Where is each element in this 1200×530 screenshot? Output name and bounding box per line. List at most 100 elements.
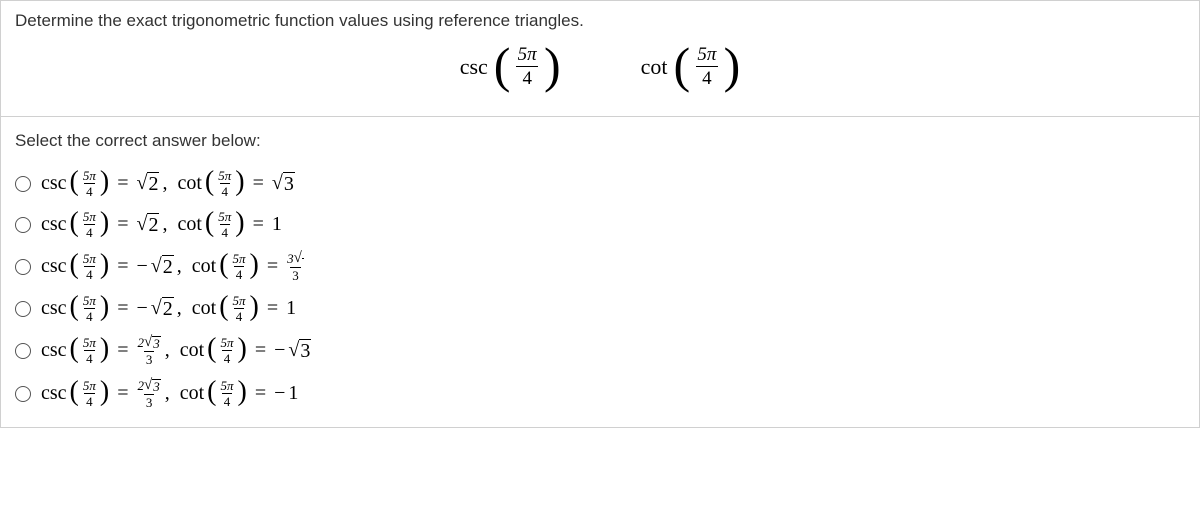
sqrt-icon: √ 2 [151, 255, 174, 279]
radio-button[interactable] [15, 217, 31, 233]
arg-num: 5π [82, 252, 97, 266]
page-root: Determine the exact trigonometric functi… [0, 0, 1200, 530]
csc-numerator: 5π [518, 45, 537, 66]
arg-den: 4 [84, 224, 95, 239]
arg-fraction: 5π 4 [82, 336, 97, 365]
open-paren-icon: ( [219, 255, 228, 275]
choice-math: csc ( 5π 4 ) = − √ 2 , cot ( 5π 4 ) = 3 … [41, 251, 305, 282]
value-fraction: 3 √ 3 [286, 251, 305, 282]
arg-fraction: 5π 4 [82, 252, 97, 281]
arg-den: 4 [234, 308, 245, 323]
radio-button[interactable] [15, 301, 31, 317]
close-paren-icon: ) [238, 339, 247, 359]
choice-math: csc ( 5π 4 ) = √ 2 , cot ( 5π 4 ) = √ 3 [41, 169, 295, 198]
open-paren-icon: ( [205, 213, 214, 233]
question-prompt: Determine the exact trigonometric functi… [15, 11, 1185, 31]
radio-button[interactable] [15, 176, 31, 192]
open-paren-icon: ( [673, 45, 690, 85]
open-paren-icon: ( [70, 382, 79, 402]
arg-num: 5π [232, 294, 247, 308]
big-functions-row: csc ( 5π 4 ) cot ( 5π 4 ) [15, 45, 1185, 88]
open-paren-icon: ( [219, 297, 228, 317]
arg-den: 4 [84, 266, 95, 281]
close-paren-icon: ) [250, 255, 259, 275]
close-paren-icon: ) [100, 382, 109, 402]
choice-row[interactable]: csc ( 5π 4 ) = 2 √ 3 3 , cot ( 5π 4 ) = … [15, 378, 1185, 409]
answers-box: Select the correct answer below: csc ( 5… [0, 117, 1200, 428]
arg-den: 4 [220, 183, 231, 198]
sqrt-icon: √ 3 [144, 335, 161, 350]
sqrt-icon: √ 3 [272, 172, 295, 196]
cot-numerator: 5π [697, 45, 716, 66]
choice-row[interactable]: csc ( 5π 4 ) = √ 2 , cot ( 5π 4 ) = √ 3 [15, 169, 1185, 198]
open-paren-icon: ( [70, 213, 79, 233]
arg-num: 5π [82, 210, 97, 224]
choice-row[interactable]: csc ( 5π 4 ) = − √ 2 , cot ( 5π 4 ) = 1 [15, 294, 1185, 323]
radio-button[interactable] [15, 343, 31, 359]
arg-fraction: 5π 4 [82, 210, 97, 239]
csc-expression: csc ( 5π 4 ) [460, 45, 561, 88]
close-paren-icon: ) [544, 45, 561, 85]
cot-expression: cot ( 5π 4 ) [641, 45, 741, 88]
csc-label: csc [460, 54, 488, 80]
open-paren-icon: ( [70, 255, 79, 275]
close-paren-icon: ) [100, 339, 109, 359]
choice-row[interactable]: csc ( 5π 4 ) = 2 √ 3 3 , cot ( 5π 4 ) = … [15, 335, 1185, 366]
close-paren-icon: ) [100, 255, 109, 275]
open-paren-icon: ( [207, 382, 216, 402]
arg-fraction: 5π 4 [220, 379, 235, 408]
choice-row[interactable]: csc ( 5π 4 ) = − √ 2 , cot ( 5π 4 ) = 3 … [15, 251, 1185, 282]
csc-fraction: 5π 4 [516, 45, 538, 88]
choices-list: csc ( 5π 4 ) = √ 2 , cot ( 5π 4 ) = √ 3 … [15, 169, 1185, 409]
close-paren-icon: ) [235, 172, 244, 192]
sqrt-icon: √ 2 [151, 297, 174, 321]
arg-fraction: 5π 4 [82, 294, 97, 323]
arg-den: 4 [220, 224, 231, 239]
arg-num: 5π [220, 336, 235, 350]
arg-num: 5π [82, 379, 97, 393]
value-fraction: 2 √ 3 3 [137, 378, 162, 409]
value-fraction: 2 √ 3 3 [137, 335, 162, 366]
choice-math: csc ( 5π 4 ) = − √ 2 , cot ( 5π 4 ) = 1 [41, 294, 296, 323]
open-paren-icon: ( [70, 172, 79, 192]
arg-den: 4 [222, 350, 233, 365]
arg-num: 5π [232, 252, 247, 266]
close-paren-icon: ) [724, 45, 741, 85]
arg-den: 4 [84, 308, 95, 323]
arg-num: 5π [217, 210, 232, 224]
csc-denominator: 4 [516, 66, 538, 88]
arg-den: 4 [234, 266, 245, 281]
radio-button[interactable] [15, 259, 31, 275]
arg-den: 4 [84, 393, 95, 408]
close-paren-icon: ) [100, 213, 109, 233]
radio-button[interactable] [15, 386, 31, 402]
choice-row[interactable]: csc ( 5π 4 ) = √ 2 , cot ( 5π 4 ) = 1 [15, 210, 1185, 239]
arg-fraction: 5π 4 [217, 210, 232, 239]
arg-fraction: 5π 4 [217, 169, 232, 198]
arg-fraction: 5π 4 [82, 379, 97, 408]
sqrt-icon: √ 2 [137, 172, 160, 196]
close-paren-icon: ) [235, 213, 244, 233]
close-paren-icon: ) [100, 172, 109, 192]
arg-num: 5π [82, 294, 97, 308]
arg-den: 4 [222, 393, 233, 408]
arg-num: 5π [217, 169, 232, 183]
cot-denominator: 4 [696, 66, 718, 88]
arg-den: 4 [84, 350, 95, 365]
arg-num: 5π [220, 379, 235, 393]
close-paren-icon: ) [250, 297, 259, 317]
arg-fraction: 5π 4 [232, 252, 247, 281]
cot-fraction: 5π 4 [696, 45, 718, 88]
open-paren-icon: ( [494, 45, 511, 85]
question-box: Determine the exact trigonometric functi… [0, 0, 1200, 117]
arg-den: 4 [84, 183, 95, 198]
arg-fraction: 5π 4 [220, 336, 235, 365]
close-paren-icon: ) [238, 382, 247, 402]
open-paren-icon: ( [70, 297, 79, 317]
arg-num: 5π [82, 336, 97, 350]
close-paren-icon: ) [100, 297, 109, 317]
open-paren-icon: ( [70, 339, 79, 359]
open-paren-icon: ( [205, 172, 214, 192]
choice-math: csc ( 5π 4 ) = 2 √ 3 3 , cot ( 5π 4 ) = … [41, 335, 311, 366]
arg-num: 5π [82, 169, 97, 183]
